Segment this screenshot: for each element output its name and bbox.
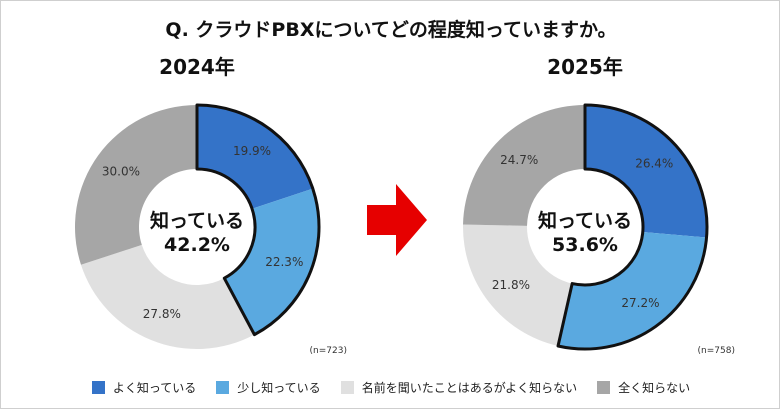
legend-label: 名前を聞いたことはあるがよく知らない	[361, 381, 578, 395]
donut-slice	[585, 105, 707, 238]
center-label: 知っている	[150, 209, 244, 232]
slice-label: 21.8%	[492, 278, 530, 292]
year-title: 2024年	[159, 55, 235, 79]
legend: よく知っている 少し知っている 名前を聞いたことはあるがよく知らない 全く知らな…	[1, 379, 779, 396]
legend-item: 全く知らない	[597, 379, 690, 396]
sample-size: (n=723)	[310, 346, 347, 356]
donut-slice	[80, 244, 255, 349]
slice-label: 26.4%	[635, 156, 673, 170]
legend-swatch	[91, 381, 105, 394]
donut-slice	[197, 105, 313, 209]
slice-label: 19.9%	[233, 144, 271, 158]
slice-label: 27.8%	[143, 307, 181, 321]
legend-swatch	[216, 381, 230, 394]
sample-size: (n=758)	[698, 346, 735, 356]
donut-slice	[463, 105, 585, 226]
slice-label: 30.0%	[102, 165, 140, 179]
donut-slice	[463, 224, 573, 346]
legend-swatch	[340, 381, 354, 394]
legend-item: 少し知っている	[216, 379, 321, 396]
slice-label: 24.7%	[500, 153, 538, 167]
slice-label: 22.3%	[265, 255, 303, 269]
legend-label: よく知っている	[112, 381, 197, 395]
legend-label: 全く知らない	[618, 381, 691, 395]
donut-slice	[75, 105, 197, 265]
question-title: Q. クラウドPBXについてどの程度知っていますか。	[165, 19, 617, 41]
legend-label: 少し知っている	[237, 381, 321, 395]
donut-slice	[558, 231, 707, 349]
legend-swatch	[597, 381, 611, 394]
known-outline	[556, 103, 709, 351]
legend-item: よく知っている	[91, 379, 197, 396]
center-value: 42.2%	[164, 234, 230, 256]
slice-label: 27.2%	[621, 296, 659, 310]
center-label: 知っている	[538, 209, 632, 232]
year-title: 2025年	[547, 55, 623, 79]
center-value: 53.6%	[552, 234, 618, 256]
known-outline	[195, 103, 321, 337]
arrow-icon	[367, 184, 427, 256]
legend-item: 名前を聞いたことはあるがよく知らない	[340, 379, 578, 396]
